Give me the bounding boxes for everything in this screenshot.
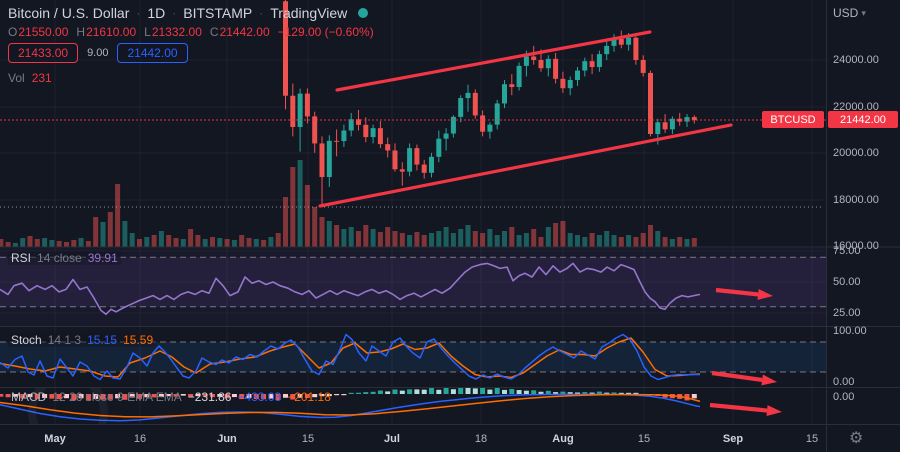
rsi-params: 14 close (37, 251, 82, 265)
annotation-arrow-head (766, 405, 782, 417)
separator-dot: · (259, 6, 264, 20)
price-axis-label[interactable]: 100.00 (833, 325, 867, 337)
price-axis-label[interactable]: 0.00 (833, 376, 855, 388)
price-axis-label[interactable]: 24000.00 (833, 54, 879, 66)
exchange-label[interactable]: BITSTAMP (183, 5, 253, 21)
stoch-k-value: 15.15 (87, 333, 118, 347)
indicator-line (0, 393, 701, 418)
low-value: 21332.00 (151, 25, 202, 39)
open-value: 21550.00 (18, 25, 69, 39)
interval-label[interactable]: 1D (147, 5, 166, 21)
rsi-band-fill (0, 257, 826, 307)
symbol-price-tag: BTCUSD (762, 111, 824, 128)
stoch-d-value: 15.59 (123, 333, 154, 347)
price-axis-label[interactable]: 50.00 (833, 276, 861, 288)
separator-dot: · (136, 6, 141, 20)
time-axis-label[interactable]: 15 (805, 433, 819, 445)
price-range-boxes: 21433.00 9.00 21442.00 (8, 43, 188, 63)
stoch-legend[interactable]: Stoch 14 1 3 15.15 15.59 (8, 333, 157, 347)
volume-value: 231 (31, 71, 52, 85)
volume-row: Vol 231 (8, 71, 52, 85)
macd-signal-value: −201.18 (287, 390, 331, 404)
last-price-tag[interactable]: 21442.00 (828, 111, 898, 128)
low-price-box[interactable]: 21433.00 (8, 43, 79, 63)
time-axis-label[interactable]: Jun (217, 433, 237, 445)
rsi-legend[interactable]: RSI 14 close 39.91 (8, 251, 121, 265)
time-axis-label[interactable]: 16 (133, 433, 147, 445)
indicator-line (0, 337, 701, 379)
price-scale-currency[interactable]: USD ▾ (833, 6, 866, 20)
trendline[interactable] (318, 123, 733, 208)
rsi-pane-tint (0, 248, 826, 326)
high-value: 21610.00 (86, 25, 137, 39)
time-axis-label[interactable]: Sep (722, 433, 744, 445)
price-axis-label[interactable]: 18000.00 (833, 194, 879, 206)
time-axis-label[interactable]: May (44, 433, 66, 445)
stoch-params: 14 1 3 (47, 333, 82, 347)
close-label: C (209, 25, 219, 39)
low-label: L (144, 25, 151, 39)
rsi-value: 39.91 (87, 251, 118, 265)
gear-icon[interactable]: ⚙ (849, 430, 864, 447)
volume-label[interactable]: Vol (8, 71, 25, 85)
time-axis-label[interactable]: Jul (384, 433, 400, 445)
chart-header: Bitcoin / U.S. Dollar · 1D · BITSTAMP · … (8, 5, 369, 21)
price-axis-label[interactable]: 22000.00 (833, 101, 879, 113)
price-axis-label[interactable]: 20000.00 (833, 147, 879, 159)
stoch-name: Stoch (11, 333, 42, 347)
macd-histogram (0, 388, 697, 401)
time-axis-label[interactable]: 15 (637, 433, 651, 445)
macd-line-value: −433.03 (237, 390, 282, 404)
market-status-dot-icon (358, 8, 369, 18)
macd-hist-value: −231.86 (187, 390, 232, 404)
annotation-arrow-head (761, 374, 777, 386)
annotation-arrow[interactable] (715, 287, 759, 297)
change-value: −129.00 (−0.60%) (277, 25, 374, 39)
price-axis-label[interactable]: 75.00 (833, 245, 861, 257)
high-label: H (76, 25, 86, 39)
price-axis-label[interactable]: 25.00 (833, 307, 861, 319)
open-label: O (8, 25, 18, 39)
time-axis-label[interactable]: 15 (301, 433, 315, 445)
separator-dot: · (172, 6, 177, 20)
range-value: 9.00 (87, 47, 109, 59)
trendline[interactable] (335, 30, 652, 92)
time-axis-label[interactable]: 18 (474, 433, 488, 445)
close-value: 21442.00 (219, 25, 270, 39)
indicator-line (0, 262, 701, 315)
symbol-title[interactable]: Bitcoin / U.S. Dollar (8, 5, 130, 21)
indicator-line (0, 333, 700, 381)
annotation-arrow[interactable] (709, 402, 768, 413)
ohlc-row: O21550.00 H21610.00 L21332.00 C21442.00 … (8, 25, 374, 39)
price-axis-label[interactable]: 16000.00 (833, 240, 879, 252)
rsi-name: RSI (11, 251, 32, 265)
annotation-arrow-head (757, 288, 773, 300)
high-price-box[interactable]: 21442.00 (117, 43, 188, 63)
macd-name: MACD (11, 390, 47, 404)
macd-legend[interactable]: MACD 12 26 close 9 EMA EMA −231.86 −433.… (8, 390, 334, 404)
chevron-down-icon: ▾ (861, 7, 866, 18)
price-axis-label[interactable]: 0.00 (833, 391, 855, 403)
macd-params: 12 26 close 9 EMA EMA (52, 390, 182, 404)
time-axis-label[interactable]: Aug (552, 433, 574, 445)
vendor-label[interactable]: TradingView (270, 5, 348, 21)
annotation-arrow[interactable] (711, 370, 763, 383)
tradingview-watermark (28, 388, 108, 424)
